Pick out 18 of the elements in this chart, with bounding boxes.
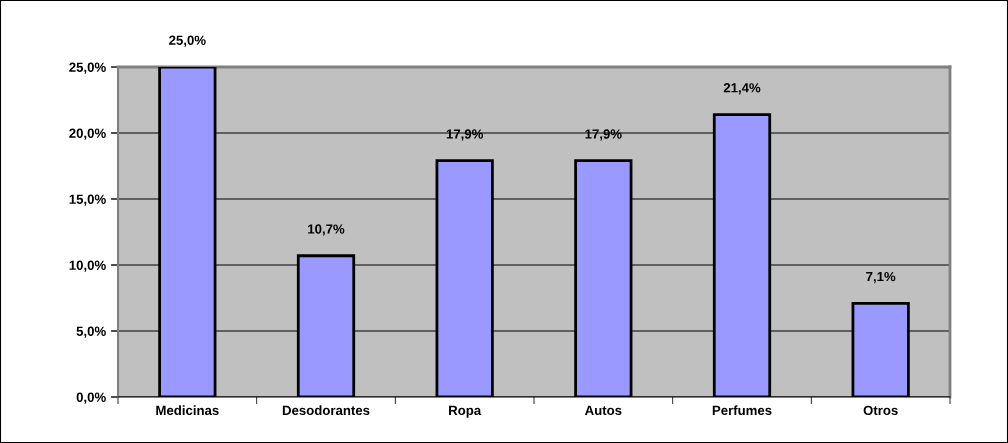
x-tick-label: Otros	[863, 405, 898, 416]
y-tick-label: 15,0%	[69, 194, 106, 206]
data-label: 25,0%	[169, 35, 206, 47]
x-tick-label: Perfumes	[712, 405, 772, 416]
y-tick-label: 0,0%	[76, 392, 106, 404]
x-tick-label: Desodorantes	[282, 405, 370, 416]
y-tick-label: 10,0%	[69, 260, 106, 272]
x-tick-label: Autos	[584, 405, 622, 416]
data-label: 17,9%	[585, 129, 622, 141]
y-tick-label: 20,0%	[69, 128, 106, 140]
y-tick-label: 5,0%	[76, 326, 106, 338]
x-tick-label: Ropa	[449, 405, 482, 418]
data-label: 17,9%	[446, 129, 484, 141]
data-label: 7,1%	[866, 271, 896, 284]
y-tick-label: 25,0%	[69, 62, 106, 74]
x-tick-label: Medicinas	[156, 405, 219, 416]
data-label: 10,7%	[308, 224, 345, 236]
data-label: 21,4%	[723, 83, 761, 95]
